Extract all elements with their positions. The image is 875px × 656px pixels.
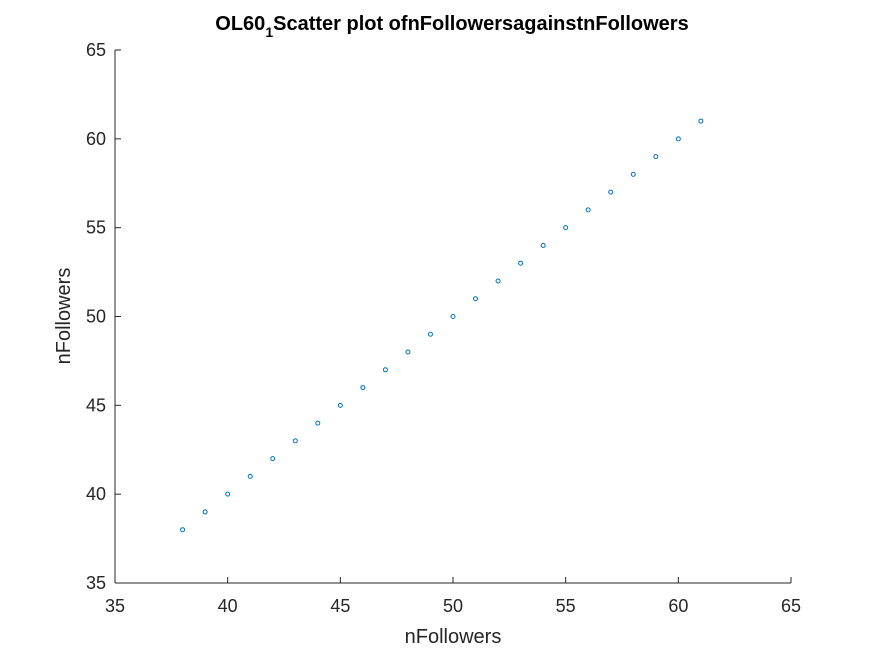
y-ticks: 35 40 45 50 55 60 65	[86, 40, 121, 593]
scatter-point	[292, 438, 298, 444]
y-tick-label: 60	[86, 129, 106, 149]
x-tick-label: 45	[330, 596, 350, 616]
y-tick-label: 65	[86, 40, 106, 60]
x-tick-label: 60	[668, 596, 688, 616]
scatter-point	[585, 207, 591, 213]
scatter-point	[630, 171, 636, 177]
scatter-point	[675, 136, 681, 142]
scatter-point	[360, 385, 366, 391]
scatter-point	[518, 260, 524, 266]
scatter-point	[315, 420, 321, 426]
x-tick-label: 50	[443, 596, 463, 616]
scatter-point	[427, 331, 433, 337]
x-tick-label: 55	[556, 596, 576, 616]
scatter-point	[473, 296, 479, 302]
x-ticks: 35 40 45 50 55 60 65	[105, 577, 801, 616]
y-tick-label: 55	[86, 218, 106, 238]
scatter-point	[653, 154, 659, 160]
y-axis-label: nFollowers	[53, 268, 75, 365]
scatter-point	[698, 118, 704, 124]
scatter-point	[608, 189, 614, 195]
scatter-point	[247, 473, 253, 479]
scatter-point	[337, 402, 343, 408]
scatter-point	[382, 367, 388, 373]
y-tick-label: 40	[86, 484, 106, 504]
scatter-point	[270, 456, 276, 462]
scatter-point	[225, 491, 231, 497]
data-points	[180, 118, 704, 533]
y-tick-label: 45	[86, 395, 106, 415]
x-tick-label: 35	[105, 596, 125, 616]
scatter-point	[495, 278, 501, 284]
x-axis-label: nFollowers	[405, 626, 502, 648]
chart-title-subscript: 1	[265, 24, 273, 40]
scatter-point	[540, 242, 546, 248]
scatter-point	[202, 509, 208, 515]
scatter-point	[180, 527, 186, 533]
chart-title-prefix: OL60	[215, 13, 265, 35]
scatter-point	[405, 349, 411, 355]
chart-title: OL601Scatter plot ofnFollowersagainstnFo…	[215, 13, 688, 40]
chart-title-suffix: Scatter plot ofnFollowersagainstnFollowe…	[273, 13, 689, 35]
y-tick-label: 50	[86, 307, 106, 327]
plot-axes	[114, 50, 791, 584]
scatter-point	[563, 225, 569, 231]
scatter-point	[450, 314, 456, 319]
y-tick-label: 35	[86, 573, 106, 593]
x-tick-label: 40	[218, 596, 238, 616]
x-tick-label: 65	[781, 596, 801, 616]
